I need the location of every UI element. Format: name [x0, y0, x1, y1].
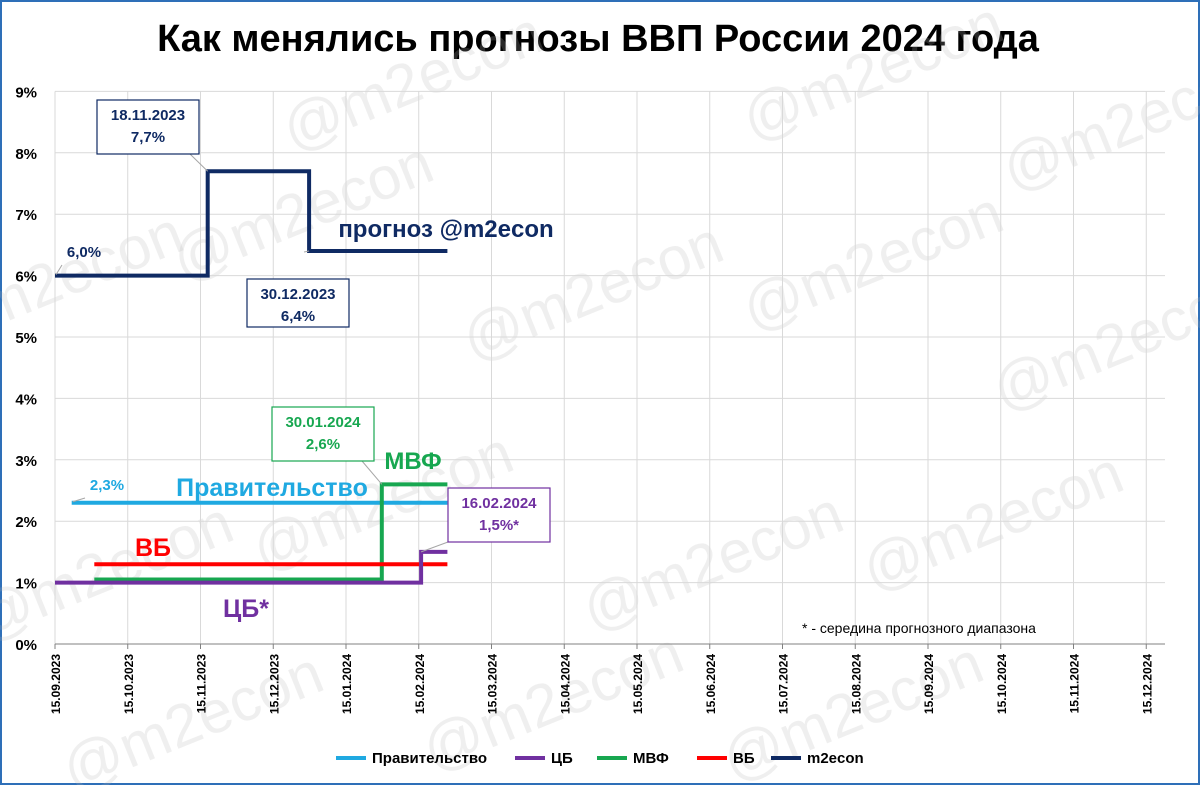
- callout-leader: [303, 250, 310, 253]
- watermark-text: @m2econ: [993, 39, 1200, 204]
- x-tick-label: 15.11.2023: [195, 654, 209, 714]
- y-tick-label: 7%: [15, 207, 37, 224]
- callout-text: 16.02.2024: [461, 495, 537, 512]
- x-tick-label: 15.08.2024: [849, 654, 863, 714]
- footnote: * - середина прогнозного диапазона: [802, 620, 1036, 636]
- x-tick-label: 15.07.2024: [777, 654, 791, 714]
- x-tick-label: 15.12.2023: [267, 654, 281, 714]
- x-tick-label: 15.03.2024: [486, 654, 500, 714]
- legend-label: m2econ: [807, 750, 864, 767]
- callout-box: [447, 487, 551, 543]
- y-tick-label: 5%: [15, 330, 37, 347]
- callout-leader: [420, 541, 449, 553]
- callout-text: 18.11.2023: [111, 107, 185, 124]
- callout-text: 1,5%*: [479, 517, 519, 534]
- series-inline-label: прогноз @m2econ: [338, 216, 553, 243]
- legend-label: ЦБ: [551, 750, 573, 767]
- series-inline-label: МВФ: [384, 448, 441, 475]
- callout-text: 30.12.2023: [260, 286, 335, 303]
- callout-leader: [72, 497, 86, 503]
- x-tick-label: 15.02.2024: [413, 654, 427, 714]
- watermark-text: @m2econ: [573, 479, 852, 644]
- legend-label: ВБ: [733, 750, 755, 767]
- x-tick-label: 15.01.2024: [340, 654, 354, 714]
- callout-leader: [55, 264, 63, 275]
- y-tick-label: 8%: [15, 146, 37, 163]
- y-tick-label: 4%: [15, 391, 37, 408]
- callout-text: 30.01.2024: [285, 414, 361, 431]
- watermark-text: @m2econ: [53, 639, 332, 785]
- x-tick-label: 15.05.2024: [631, 654, 645, 714]
- y-tick-label: 1%: [15, 576, 37, 593]
- x-tick-label: 15.10.2024: [995, 654, 1009, 714]
- data-label: 2,3%: [90, 477, 124, 494]
- y-tick-label: 2%: [15, 514, 37, 531]
- watermark-text: @m2econ: [733, 0, 1012, 153]
- chart-title: Как менялись прогнозы ВВП России 2024 го…: [157, 18, 1039, 60]
- x-tick-label: 15.12.2024: [1140, 654, 1154, 714]
- legend-label: МВФ: [633, 750, 669, 767]
- callout-text: 6,4%: [281, 308, 315, 325]
- legend: Правительство ЦБ МВФ ВБ m2econ: [336, 750, 864, 767]
- callout-text: 7,7%: [131, 129, 165, 146]
- callout-box: [271, 406, 375, 462]
- series-inline-label: ЦБ*: [223, 595, 269, 623]
- series-inline-label: ВБ: [135, 534, 171, 562]
- y-tick-label: 9%: [15, 84, 37, 101]
- y-tick-label: 6%: [15, 269, 37, 286]
- x-tick-label: 15.11.2024: [1068, 654, 1082, 714]
- series-line-МВФ: [94, 482, 448, 582]
- callout-text: 2,6%: [306, 436, 340, 453]
- legend-label: Правительство: [372, 750, 487, 767]
- callout-box: [96, 99, 200, 155]
- y-tick-label: 0%: [15, 637, 37, 654]
- callout-box: [246, 278, 350, 328]
- x-tick-label: 15.06.2024: [704, 654, 718, 714]
- x-tick-label: 15.09.2023: [49, 654, 63, 714]
- callout-leader: [361, 460, 383, 485]
- series-line-ЦБ: [55, 549, 448, 585]
- x-tick-label: 15.10.2023: [122, 654, 136, 714]
- x-tick-label: 15.04.2024: [558, 654, 572, 714]
- data-label: 6,0%: [67, 244, 101, 261]
- series-inline-label: Правительство: [176, 474, 368, 502]
- callout-leader: [189, 153, 209, 172]
- watermark-text: @m2econ: [733, 179, 1012, 344]
- x-tick-label: 15.09.2024: [922, 654, 936, 714]
- series-line-m2econ: [55, 169, 448, 278]
- y-tick-label: 3%: [15, 453, 37, 470]
